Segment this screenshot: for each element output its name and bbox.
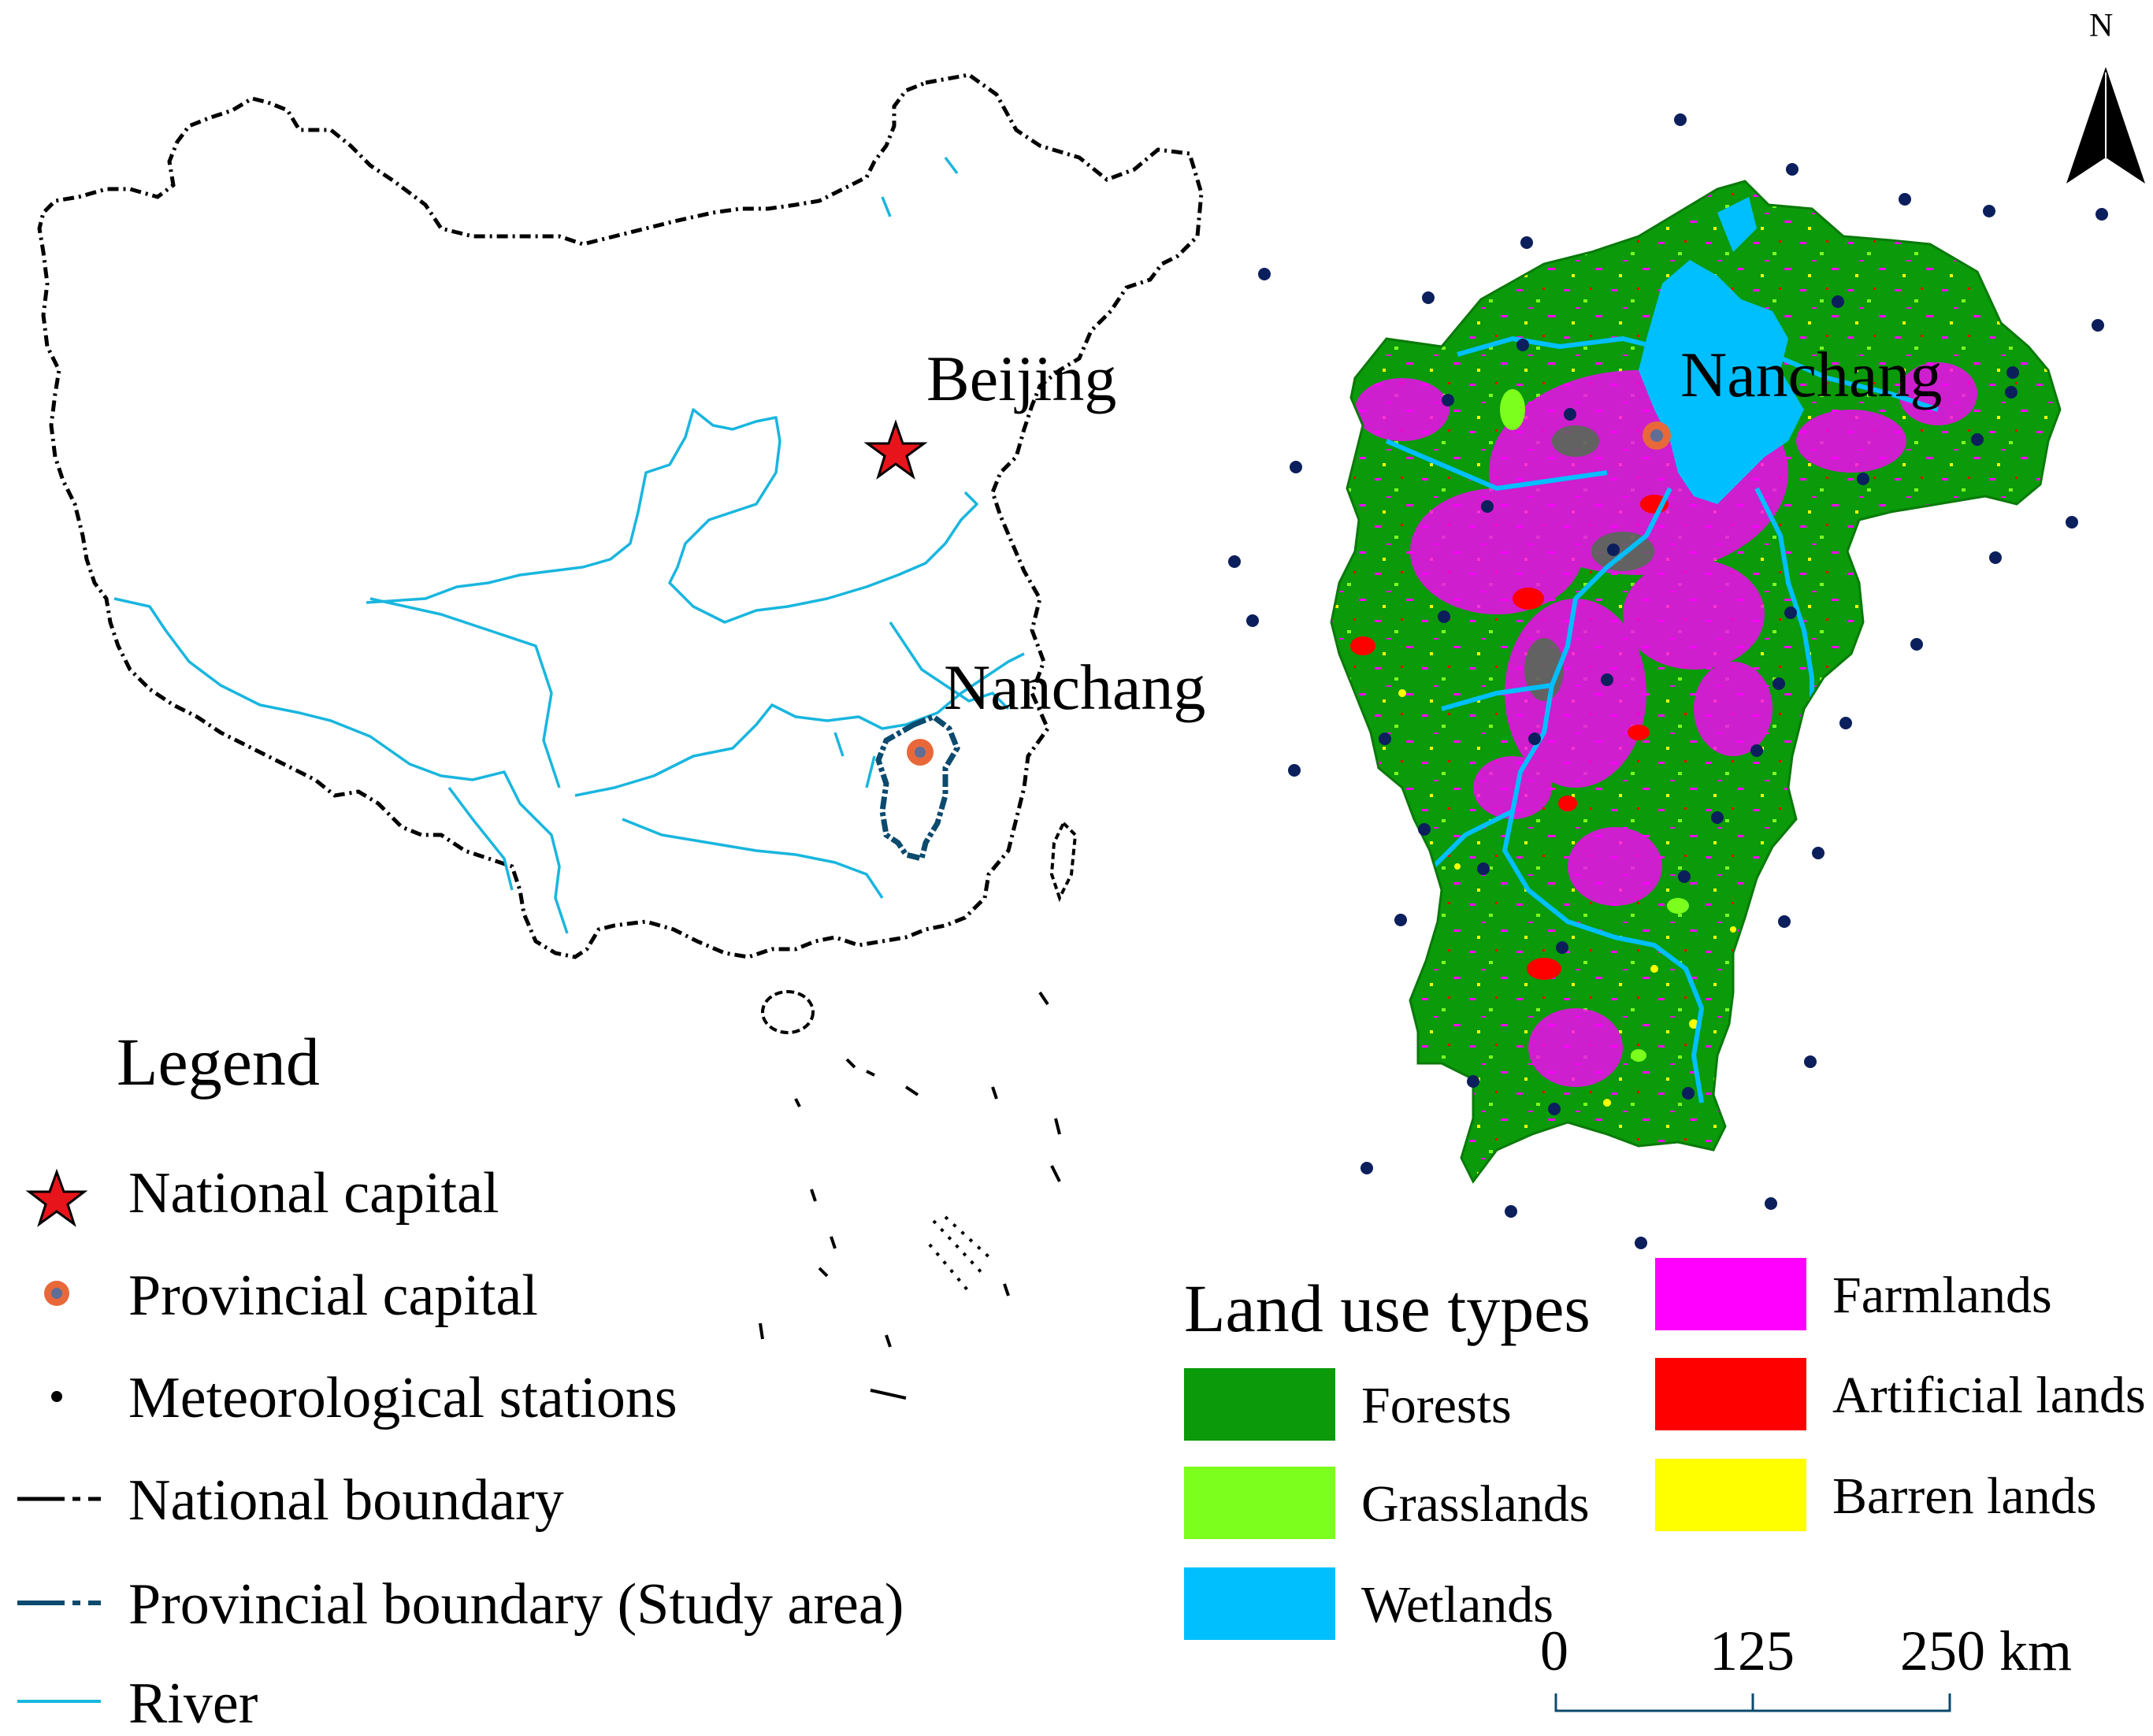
study-map-nanchang-core-icon — [1650, 429, 1663, 442]
barren-lands-label: Barren lands — [1832, 1467, 2097, 1525]
china-national-boundary — [37, 72, 1204, 959]
north-label: N — [2089, 8, 2114, 44]
jiangxi-land-use-map — [1331, 181, 2060, 1181]
legend-dot-icon — [51, 1391, 62, 1402]
legend-title: Legend — [117, 1024, 320, 1100]
scale-tick-125: 125 — [1709, 1619, 1795, 1682]
legend-item-provincial-boundary: Provincial boundary (Study area) — [128, 1572, 904, 1637]
legend-star-icon — [25, 1168, 88, 1227]
legend-item-meteorological-stations: Meteorological stations — [128, 1366, 677, 1430]
forests-label: Forests — [1361, 1377, 1512, 1434]
farmlands-swatch — [1655, 1258, 1806, 1330]
scale-tick-0: 0 — [1540, 1619, 1568, 1682]
wetlands-swatch — [1184, 1567, 1335, 1640]
legend-item-river: River — [128, 1671, 258, 1736]
taiwan-island — [1049, 820, 1078, 903]
legend-item-national-boundary: National boundary — [128, 1468, 564, 1533]
grasslands-swatch — [1184, 1467, 1335, 1539]
meteorological-stations — [1228, 113, 2108, 1249]
china-rivers — [113, 156, 1025, 934]
hainan-island — [761, 990, 815, 1034]
south-sea-islands — [759, 991, 1061, 1400]
wetlands-label: Wetlands — [1361, 1576, 1554, 1634]
artificial-lands-swatch — [1655, 1358, 1806, 1430]
artificial-lands-label: Artificial lands — [1832, 1367, 2146, 1424]
china-map-province-boundary — [875, 714, 960, 862]
china-map-nanchang-label: Nanchang — [944, 651, 1206, 723]
scale-tick-250: 250 km — [1900, 1619, 2073, 1682]
china-map-nanchang-core-icon — [915, 747, 926, 758]
farmlands-label: Farmlands — [1832, 1267, 2052, 1324]
jiangxi-boundary — [1330, 180, 2062, 1184]
study-map-nanchang-label: Nanchang — [1680, 339, 1943, 410]
legend-item-provincial-capital: Provincial capital — [128, 1263, 538, 1328]
barren-lands-swatch — [1655, 1459, 1806, 1531]
legend-item-national-capital: National capital — [128, 1161, 499, 1226]
legend-ring-dot-core-icon — [51, 1288, 62, 1299]
scale-bar — [1554, 1693, 1951, 1712]
beijing-star-icon — [863, 419, 928, 480]
beijing-label: Beijing — [926, 343, 1117, 414]
land-use-title: Land use types — [1184, 1270, 1591, 1346]
grasslands-label: Grasslands — [1361, 1475, 1590, 1533]
forests-swatch — [1184, 1368, 1335, 1441]
